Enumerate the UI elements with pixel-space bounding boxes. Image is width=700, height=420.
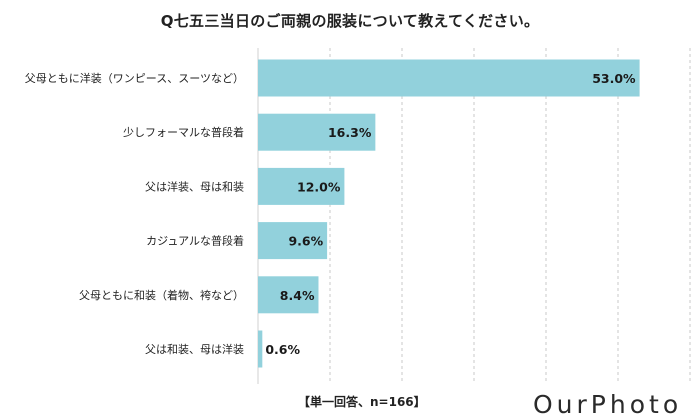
category-label: 少しフォーマルな普段着 [123, 125, 244, 139]
category-label: 父母ともに洋装（ワンピース、スーツなど） [25, 71, 244, 85]
category-label: カジュアルな普段着 [146, 234, 244, 248]
chart-title: Q七五三当日のご両親の服装について教えてください。 [160, 12, 540, 30]
bar [258, 276, 319, 314]
value-label: 12.0% [297, 179, 341, 194]
bar [258, 330, 263, 368]
bar [258, 167, 345, 205]
value-label: 53.0% [592, 71, 636, 86]
bar [258, 59, 640, 97]
brand-logo: OurPhoto [533, 390, 683, 419]
bar [258, 222, 328, 260]
category-label: 父は和装、母は洋装 [145, 342, 244, 356]
value-label: 9.6% [288, 234, 323, 249]
category-label: 父母ともに和装（着物、袴など） [79, 288, 244, 302]
value-label: 16.3% [328, 125, 372, 140]
category-label: 父は洋装、母は和装 [145, 179, 244, 193]
value-label: 8.4% [280, 288, 315, 303]
value-label: 0.6% [265, 342, 300, 357]
sample-note: 【単一回答、n=166】 [298, 395, 426, 409]
bar [258, 113, 376, 151]
